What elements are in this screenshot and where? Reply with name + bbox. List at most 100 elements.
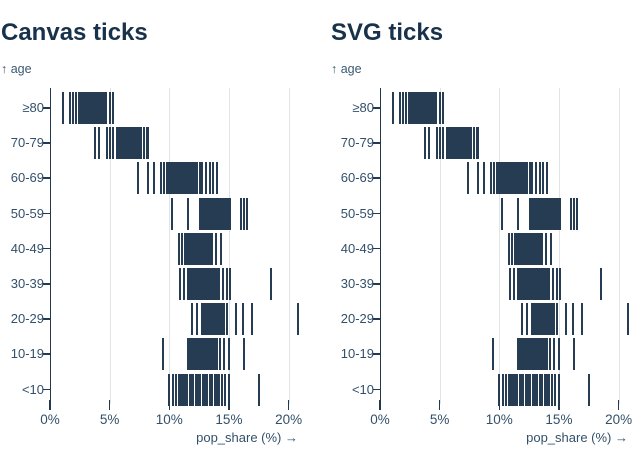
data-tick [203,338,206,371]
data-tick [519,232,522,265]
data-tick [492,162,495,195]
data-tick [532,232,535,265]
data-tick [543,197,546,230]
data-tick [521,232,524,265]
y-tick-label: 10-19 [10,346,44,362]
data-tick [193,232,196,265]
data-tick [541,197,544,230]
y-axis-title: ↑ age [1,62,32,76]
data-tick [534,197,537,230]
data-tick [454,127,457,160]
plot-area [379,88,634,412]
data-tick [105,92,108,124]
data-tick [125,127,128,160]
y-tick-label: 40-49 [340,240,374,256]
data-tick [257,373,260,406]
data-tick [212,268,215,300]
data-tick [187,162,190,195]
data-tick [538,268,541,300]
data-tick [147,162,150,195]
data-tick [201,268,204,300]
data-tick [457,127,460,160]
data-tick [194,162,197,195]
data-tick [222,338,225,371]
data-tick [399,92,402,124]
data-tick [528,197,531,230]
data-tick [472,127,475,160]
data-tick [534,303,537,336]
y-tick-mark [43,318,50,320]
data-tick [525,303,528,336]
data-tick [216,162,219,195]
data-tick [501,162,504,195]
data-tick [549,303,551,336]
data-tick [477,162,480,195]
data-tick [207,232,210,265]
data-tick [433,92,436,124]
data-tick [221,373,224,406]
y-tick-label: 50-59 [10,205,44,221]
data-tick [108,92,111,124]
x-tick-label: 0% [40,412,60,427]
data-tick [91,92,94,124]
data-tick [192,162,195,195]
data-tick [526,338,529,371]
y-tick-label: 40-49 [10,240,44,256]
data-tick [551,373,554,406]
data-tick [121,127,124,160]
y-tick-label: 50-59 [340,205,374,221]
y-tick-mark [373,212,380,215]
data-tick [137,162,140,195]
data-tick [516,162,519,195]
data-tick [85,92,88,124]
data-tick [213,197,216,230]
panel-title: Canvas ticks [1,19,148,46]
data-tick [245,197,248,230]
data-tick [214,197,217,230]
data-tick [78,92,81,124]
data-tick [555,268,558,300]
data-tick [429,92,432,124]
data-tick [512,268,515,300]
data-tick [421,92,424,124]
data-tick [528,232,531,265]
data-tick [517,338,520,371]
data-tick [80,92,83,124]
data-tick [140,127,143,160]
data-tick [505,373,508,406]
data-tick [129,127,132,160]
data-tick [541,303,544,336]
y-tick-mark [373,247,380,250]
data-tick [196,232,199,265]
x-axis-title: pop_share (%) → [196,430,298,445]
data-tick [520,303,523,336]
data-tick [193,162,196,195]
data-tick [426,92,429,124]
data-tick [187,338,190,371]
x-tick-mark [49,400,51,410]
data-tick [209,197,212,230]
panel-svg-ticks: SVG ticks ↑ age pop_share (%) → ≥80 70-79… [330,0,640,466]
data-tick [153,162,156,195]
data-tick [99,92,102,124]
data-tick [519,338,522,371]
y-tick-label: 70-79 [340,135,374,151]
data-tick [497,162,500,195]
data-tick [544,197,547,230]
y-tick-label: ≥80 [22,100,44,115]
data-tick [513,162,516,195]
data-tick [250,303,253,336]
data-tick [565,303,568,336]
data-tick [463,127,466,160]
data-tick [101,92,104,124]
data-tick [89,92,92,124]
data-tick [208,268,211,300]
x-tick-mark [498,400,501,410]
data-tick [204,303,207,336]
y-tick-mark [43,177,50,179]
data-tick [626,303,629,336]
data-tick [219,232,222,265]
data-tick [79,92,82,124]
data-tick [198,162,201,195]
data-tick [162,162,165,195]
